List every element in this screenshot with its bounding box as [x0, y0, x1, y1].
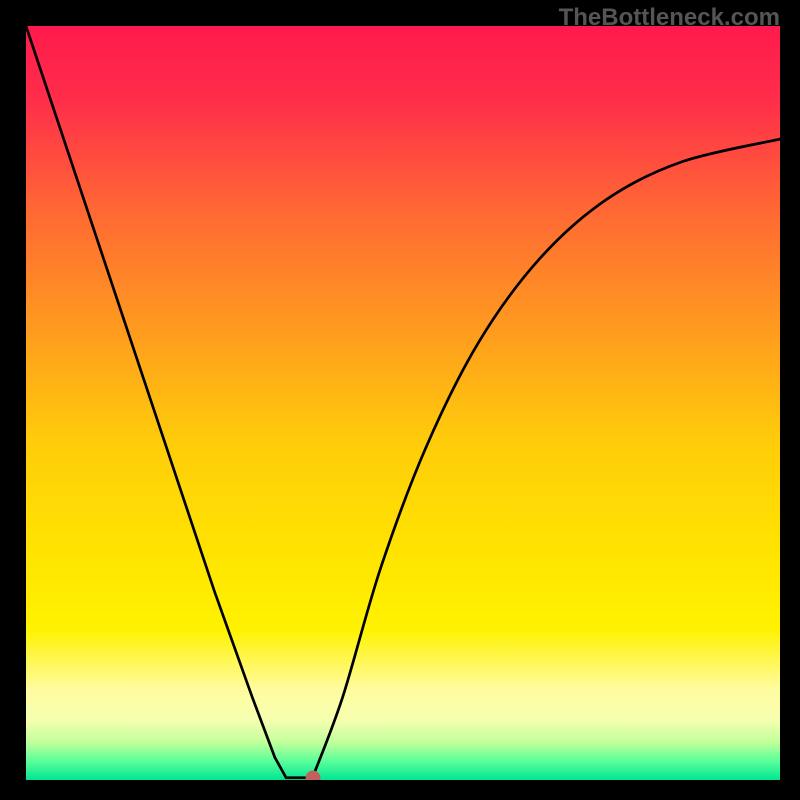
chart-curve — [26, 26, 780, 780]
chart-frame: TheBottleneck.com — [0, 0, 800, 800]
plot-area — [26, 26, 780, 780]
watermark-text: TheBottleneck.com — [559, 4, 780, 32]
valley-marker-dot — [305, 771, 320, 780]
